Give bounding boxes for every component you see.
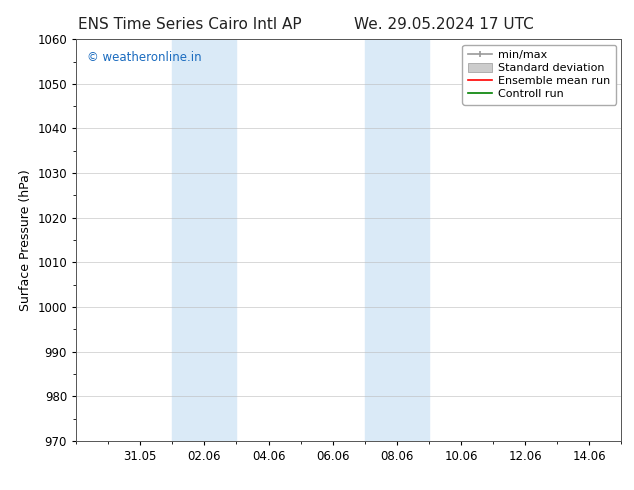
Bar <box>172 39 236 441</box>
Text: © weatheronline.in: © weatheronline.in <box>87 51 202 64</box>
Text: ENS Time Series Cairo Intl AP: ENS Time Series Cairo Intl AP <box>79 17 302 32</box>
Bar <box>365 39 429 441</box>
Legend: min/max, Standard deviation, Ensemble mean run, Controll run: min/max, Standard deviation, Ensemble me… <box>462 45 616 105</box>
Y-axis label: Surface Pressure (hPa): Surface Pressure (hPa) <box>19 169 32 311</box>
Text: We. 29.05.2024 17 UTC: We. 29.05.2024 17 UTC <box>354 17 534 32</box>
